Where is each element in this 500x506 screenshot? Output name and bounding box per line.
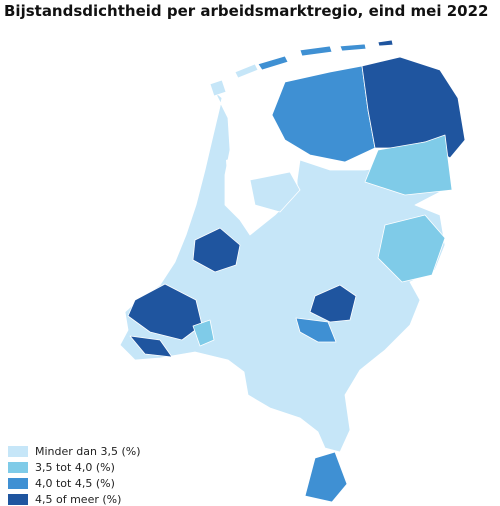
region [295,317,337,343]
legend-label: 4,0 tot 4,5 (%) [35,477,115,490]
legend: Minder dan 3,5 (%) 3,5 tot 4,0 (%) 4,0 tot… [8,445,141,506]
legend-swatch [8,478,28,489]
region [192,227,241,273]
legend-swatch [8,462,28,473]
legend-swatch [8,494,28,505]
region [271,65,376,163]
region [234,63,259,79]
map [119,39,466,503]
region [364,134,453,196]
region [192,319,215,347]
region [249,171,301,213]
legend-swatch [8,446,28,457]
legend-label: Minder dan 3,5 (%) [35,445,141,458]
region [361,56,466,159]
title: Bijstandsdichtheid per arbeidsmarktregio… [4,2,488,20]
region [339,43,367,52]
region [304,451,348,503]
region [127,283,203,341]
region [299,45,333,57]
region [129,335,173,358]
legend-label: 4,5 of meer (%) [35,493,121,506]
region [309,284,357,323]
legend-label: 3,5 tot 4,0 (%) [35,461,115,474]
region [209,79,227,97]
region [377,39,394,47]
region [377,214,446,283]
region [257,55,289,71]
